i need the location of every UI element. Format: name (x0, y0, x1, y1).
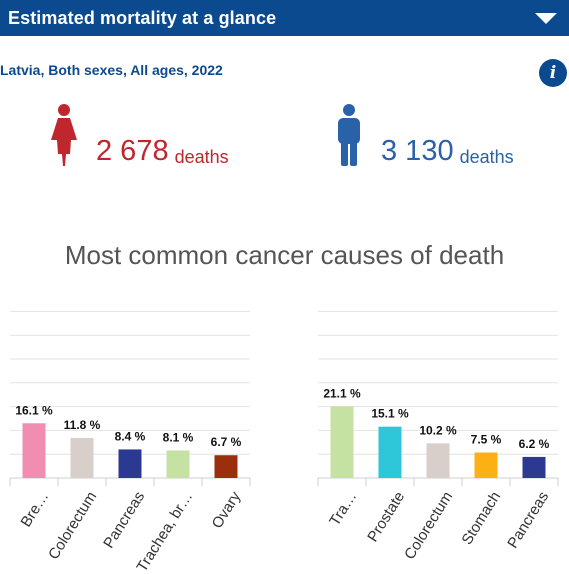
bar[interactable] (70, 437, 94, 478)
category-label: Stomach (458, 489, 504, 548)
cancer-deaths-charts: 16.1 % Bre… 11.8 % Colorectum 8.4 % Pancreas 8… (9, 310, 559, 574)
data-label: 15.1 % (371, 407, 409, 421)
bar[interactable] (214, 455, 238, 478)
category-label: Colorectum (401, 489, 456, 563)
bar[interactable] (378, 426, 402, 478)
bar[interactable] (22, 423, 46, 478)
bar-chart-2: 21.1 % Tra… 15.1 % Prostate 10.2 % Colorectum… (317, 310, 559, 563)
male-deaths-count: 3 130 (381, 135, 454, 167)
bar[interactable] (166, 450, 190, 478)
category-label: Pancreas (504, 489, 552, 552)
bar[interactable] (426, 443, 450, 478)
data-label: 16.1 % (15, 403, 53, 417)
chevron-down-icon[interactable] (535, 12, 557, 24)
bar[interactable] (522, 456, 546, 478)
subtitle: Latvia, Both sexes, All ages, 2022 (0, 62, 223, 78)
info-icon[interactable]: i (539, 59, 567, 87)
category-label: Ovary (209, 488, 245, 531)
data-label: 11.8 % (64, 418, 101, 432)
category-label: Prostate (364, 489, 408, 545)
male-deaths-unit: deaths (459, 147, 514, 167)
bar-chart-1: 16.1 % Bre… 11.8 % Colorectum 8.4 % Pancreas 8… (9, 310, 251, 574)
data-label: 21.1 % (323, 386, 361, 400)
category-label: Pancreas (100, 489, 148, 552)
data-label: 10.2 % (419, 423, 457, 437)
category-label: Colorectum (45, 489, 100, 563)
header-bar[interactable]: Estimated mortality at a glance (0, 0, 569, 36)
female-deaths-count: 2 678 (96, 135, 169, 167)
data-label: 8.1 % (163, 430, 194, 444)
female-deaths-stat: 2 678 deaths (50, 104, 229, 166)
female-person-icon (51, 104, 77, 166)
data-label: 8.4 % (115, 429, 146, 443)
header-title: Estimated mortality at a glance (8, 7, 277, 28)
bar[interactable] (330, 406, 354, 478)
chart-title: Most common cancer causes of death (64, 240, 505, 270)
bar[interactable] (474, 452, 498, 479)
category-label: Bre… (17, 489, 52, 531)
bar[interactable] (118, 449, 142, 478)
male-person-icon (338, 104, 360, 166)
data-label: 7.5 % (471, 433, 502, 447)
female-deaths-unit: deaths (174, 147, 229, 167)
category-label: Tra… (326, 489, 360, 529)
data-label: 6.7 % (211, 435, 242, 449)
male-deaths-stat: 3 130 deaths (335, 104, 514, 166)
data-label: 6.2 % (519, 437, 550, 451)
